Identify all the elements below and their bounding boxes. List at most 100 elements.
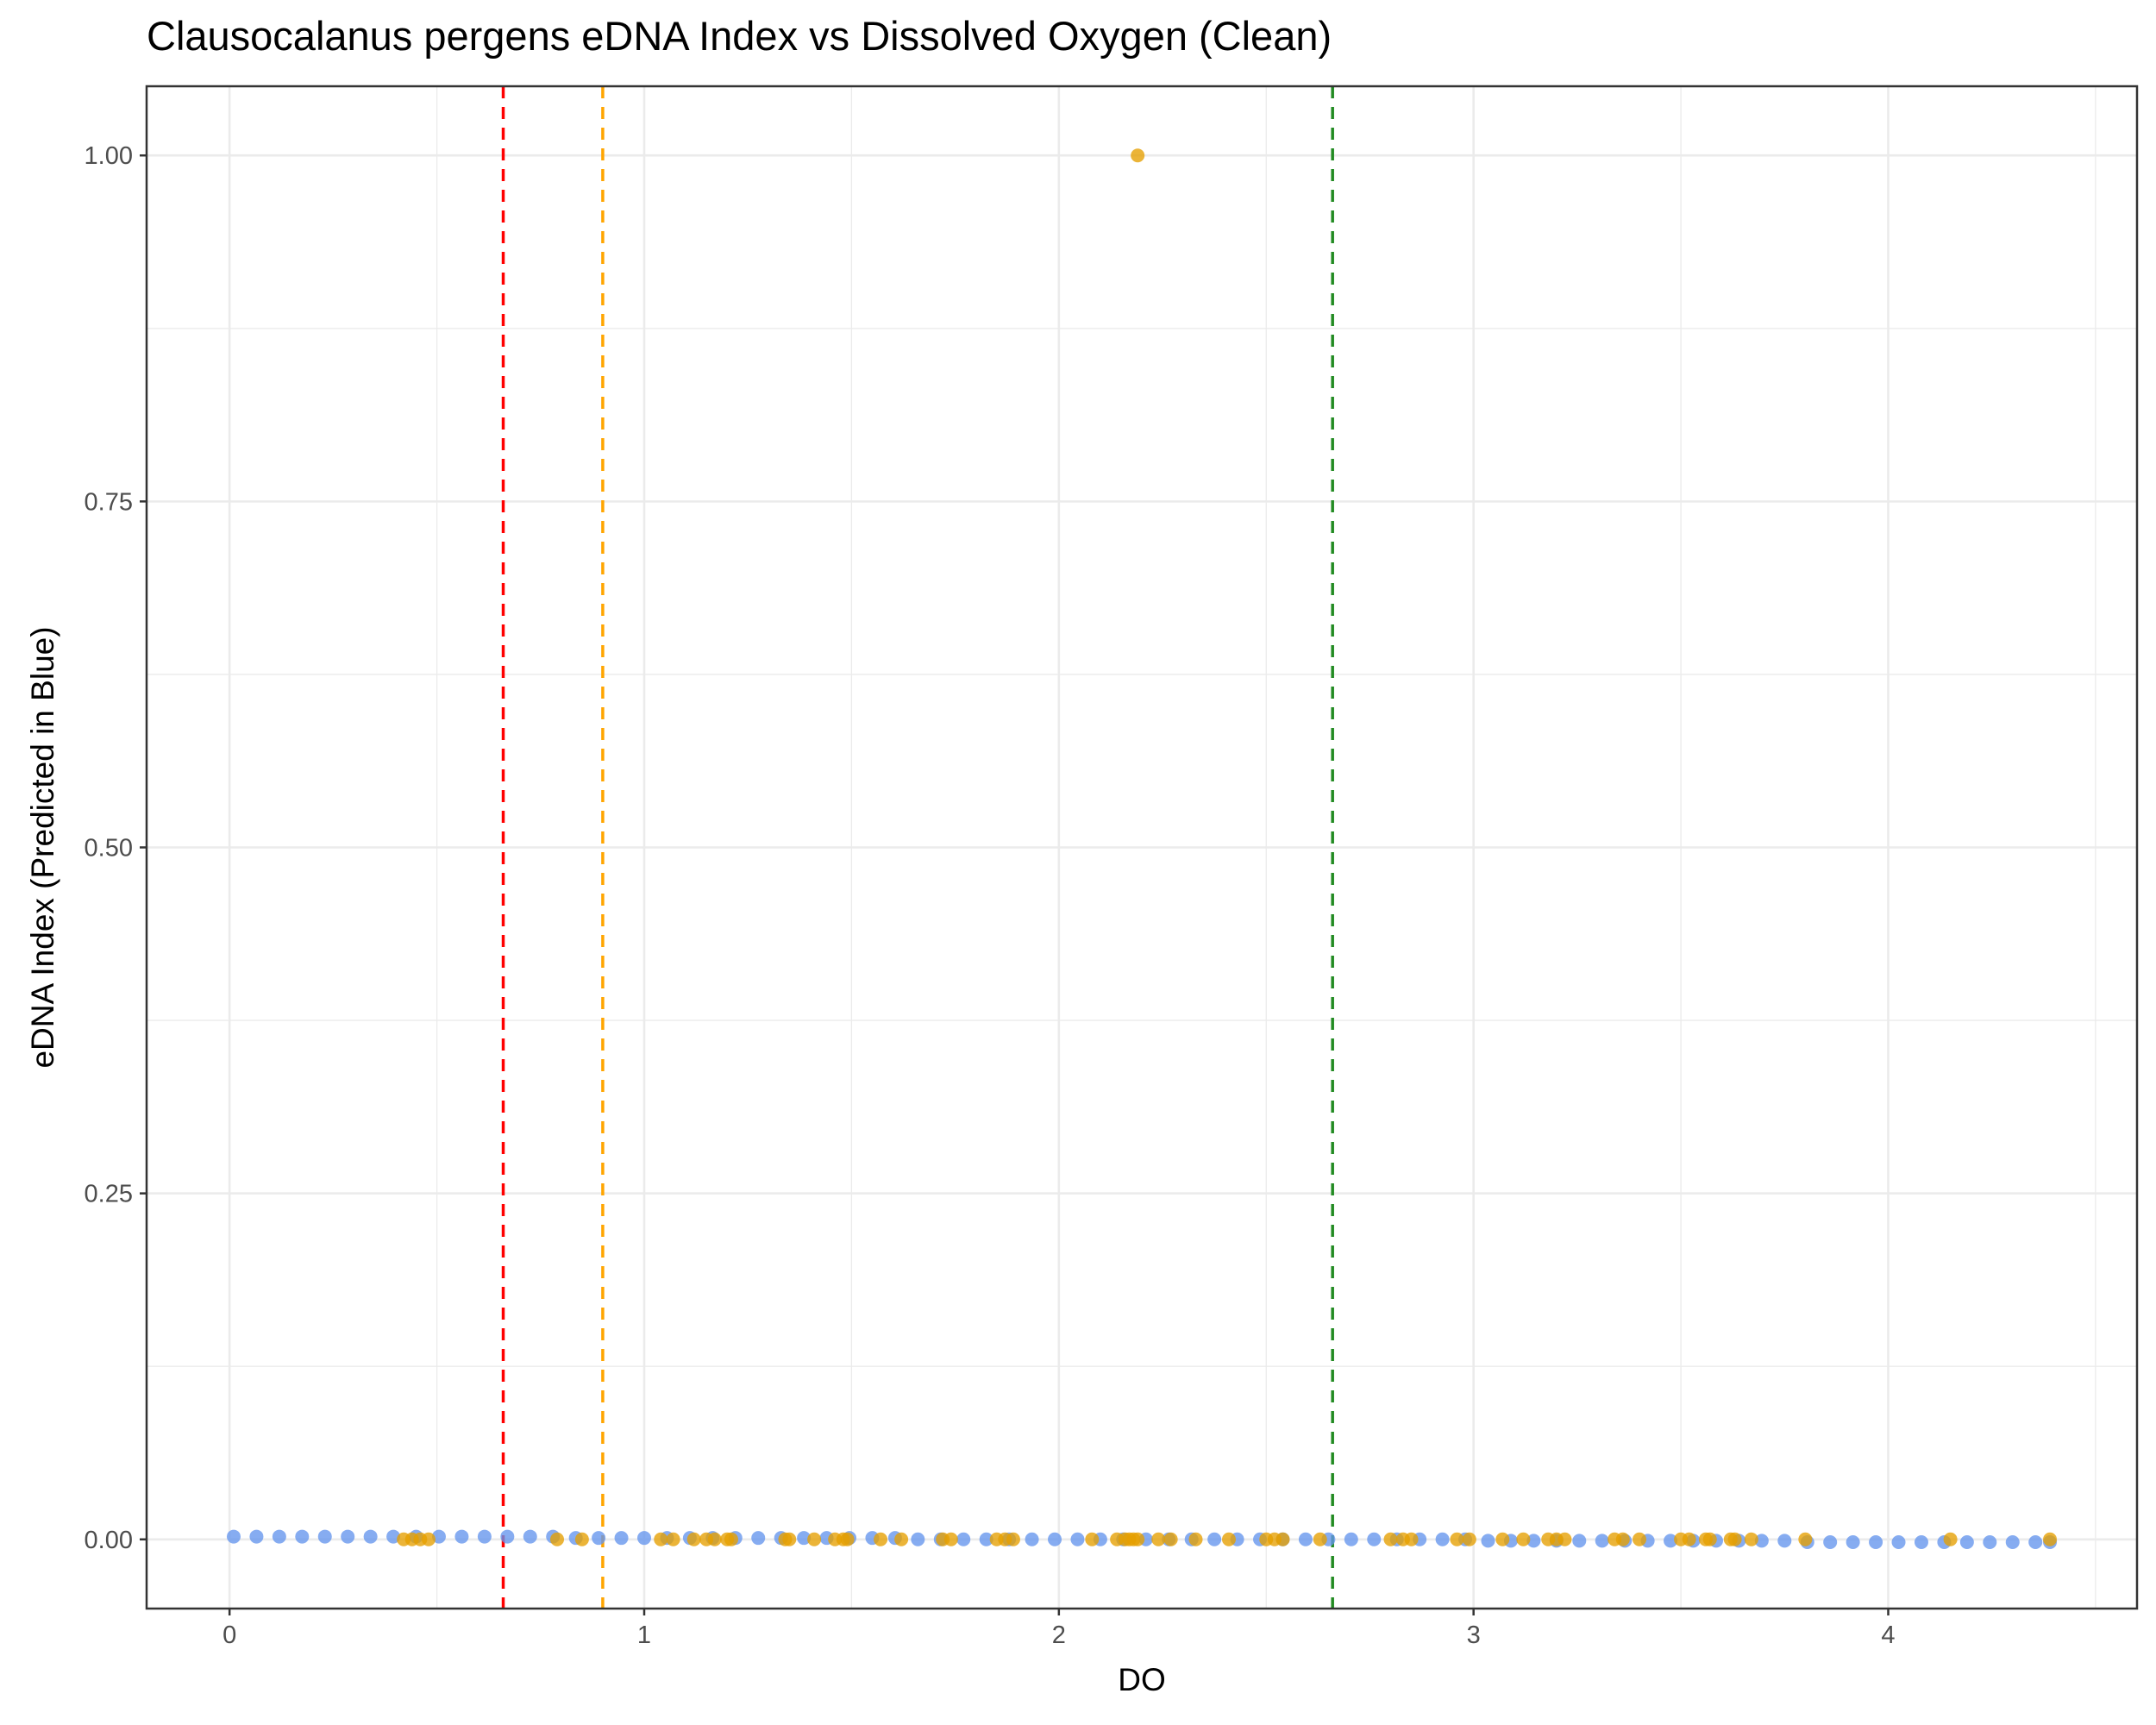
- data-point: [341, 1529, 355, 1544]
- data-point: [249, 1529, 264, 1544]
- data-point: [1367, 1532, 1382, 1546]
- data-point: [614, 1531, 629, 1546]
- data-point: [1682, 1532, 1696, 1546]
- data-point: [1344, 1532, 1358, 1546]
- data-point: [637, 1531, 651, 1546]
- data-point: [1727, 1532, 1742, 1546]
- data-point: [1914, 1534, 1928, 1549]
- data-point: [1085, 1532, 1100, 1546]
- data-point: [1481, 1534, 1495, 1548]
- data-point: [477, 1529, 492, 1544]
- data-point: [1615, 1532, 1630, 1546]
- y-tick-label: 1.00: [85, 142, 133, 170]
- data-point: [1275, 1532, 1290, 1546]
- data-point: [911, 1532, 925, 1546]
- data-point: [1823, 1534, 1838, 1549]
- data-point: [386, 1529, 401, 1544]
- y-tick-label: 0.75: [85, 488, 133, 516]
- data-point: [1744, 1532, 1758, 1546]
- chart-title: Clausocalanus pergens eDNA Index vs Diss…: [147, 13, 1332, 59]
- data-point: [431, 1529, 446, 1544]
- data-point: [1221, 1532, 1236, 1546]
- data-point: [454, 1529, 469, 1544]
- data-point: [894, 1532, 909, 1546]
- data-point: [979, 1532, 993, 1546]
- data-point: [807, 1532, 822, 1546]
- data-point: [1048, 1532, 1062, 1546]
- data-point: [1777, 1534, 1792, 1548]
- data-point: [1754, 1534, 1769, 1548]
- data-point: [1959, 1534, 1974, 1549]
- data-point: [1633, 1532, 1646, 1546]
- data-point: [707, 1532, 722, 1546]
- data-point: [1450, 1532, 1464, 1546]
- grid: [147, 86, 2137, 1609]
- data-point: [1572, 1534, 1587, 1548]
- data-point: [1163, 1532, 1178, 1546]
- data-point: [1131, 1532, 1145, 1546]
- x-tick-label: 0: [222, 1622, 236, 1649]
- data-point: [1435, 1532, 1450, 1546]
- data-point: [751, 1531, 766, 1546]
- data-point: [686, 1532, 701, 1546]
- data-point: [421, 1532, 436, 1546]
- data-point: [1869, 1534, 1883, 1549]
- data-point: [840, 1532, 855, 1546]
- data-point: [1025, 1532, 1039, 1546]
- x-tick-label: 1: [637, 1622, 651, 1649]
- data-point: [1383, 1532, 1398, 1546]
- y-tick-label: 0.50: [85, 835, 133, 862]
- data-point: [2043, 1532, 2058, 1546]
- data-point: [592, 1531, 606, 1546]
- data-point: [295, 1529, 310, 1544]
- data-point: [1943, 1532, 1958, 1546]
- data-points: [226, 148, 2058, 1549]
- data-point: [1006, 1532, 1020, 1546]
- data-point: [363, 1529, 378, 1544]
- data-point: [1313, 1532, 1327, 1546]
- data-point: [1702, 1532, 1717, 1546]
- data-point: [1526, 1534, 1541, 1548]
- data-point: [797, 1531, 812, 1546]
- data-point: [523, 1529, 537, 1544]
- data-point: [2028, 1534, 2043, 1549]
- data-point: [1404, 1532, 1419, 1546]
- x-tick-label: 4: [1881, 1622, 1895, 1649]
- data-point: [550, 1532, 565, 1546]
- x-tick-label: 2: [1052, 1622, 1066, 1649]
- data-point: [956, 1532, 971, 1546]
- data-point: [1131, 148, 1145, 163]
- data-point: [1298, 1532, 1313, 1546]
- data-point: [666, 1532, 680, 1546]
- data-point: [654, 1532, 668, 1546]
- y-axis: 0.00 0.25 0.50 0.75 1.00: [85, 142, 147, 1554]
- reference-lines: [501, 86, 1334, 1609]
- data-point: [1151, 1532, 1166, 1546]
- data-point: [272, 1529, 286, 1544]
- data-point: [1495, 1532, 1510, 1546]
- data-point: [1462, 1532, 1476, 1546]
- data-point: [500, 1529, 515, 1544]
- data-point: [1207, 1532, 1222, 1546]
- data-point: [574, 1532, 589, 1546]
- data-point: [1891, 1534, 1906, 1549]
- data-point: [1516, 1532, 1531, 1546]
- data-point: [1983, 1534, 1997, 1549]
- x-tick-label: 3: [1467, 1622, 1481, 1649]
- y-tick-label: 0.25: [85, 1181, 133, 1208]
- data-point: [1070, 1532, 1085, 1546]
- data-point: [1595, 1534, 1609, 1548]
- data-point: [1188, 1532, 1203, 1546]
- data-point: [724, 1532, 738, 1546]
- data-point: [1557, 1532, 1572, 1546]
- data-point: [2005, 1534, 2020, 1549]
- data-point: [874, 1532, 888, 1546]
- data-point: [1664, 1534, 1678, 1548]
- data-point: [1846, 1534, 1860, 1549]
- data-point: [1798, 1532, 1813, 1546]
- data-point: [782, 1532, 797, 1546]
- data-point: [226, 1529, 241, 1544]
- data-point: [943, 1532, 958, 1546]
- x-axis-title: DO: [1118, 1662, 1166, 1697]
